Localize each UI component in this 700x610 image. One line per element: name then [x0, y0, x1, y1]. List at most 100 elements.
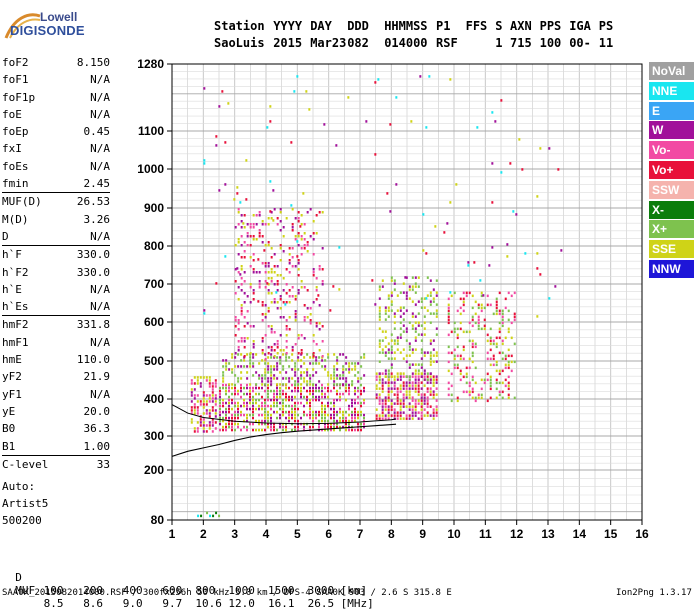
echo-point [330, 401, 332, 405]
param-row: foF1p N/A [2, 89, 110, 106]
echo-point [228, 422, 230, 426]
legend-vo: Vo+ [649, 160, 694, 179]
echo-point [423, 396, 426, 399]
echo-point [351, 428, 353, 432]
echo-point [193, 397, 196, 400]
echo-point [462, 390, 465, 394]
echo-point [294, 316, 297, 319]
x-tick-label: 13 [541, 527, 555, 541]
echo-point [205, 403, 208, 406]
echo-point [297, 217, 300, 220]
echo-point [414, 291, 417, 294]
echo-point [399, 411, 402, 414]
echo-point [273, 331, 276, 334]
echo-point [303, 238, 306, 241]
echo-point [498, 291, 501, 295]
echo-point [336, 356, 339, 359]
echo-point [321, 325, 324, 328]
echo-point [297, 262, 300, 265]
echo-point [354, 392, 356, 396]
plot-frame [171, 63, 643, 521]
echo-point [219, 401, 221, 405]
echo-point [234, 422, 236, 426]
echo-point [354, 416, 356, 420]
echo-point [390, 402, 393, 405]
echo-point [390, 399, 393, 402]
echo-point [426, 411, 429, 414]
echo-point [324, 413, 326, 417]
echo-point [483, 306, 486, 310]
echo-point [279, 298, 282, 301]
echo-point [208, 427, 211, 430]
echo-point [219, 422, 221, 426]
echo-point [249, 226, 252, 229]
echo-point [249, 389, 251, 393]
echo-point [291, 410, 293, 414]
echo-point [264, 422, 266, 426]
echo-point [276, 404, 278, 408]
echo-point [270, 346, 273, 349]
echo-point [417, 399, 420, 402]
echo-point [291, 368, 294, 371]
echo-point [327, 404, 329, 408]
echo-point [240, 289, 243, 292]
echo-point [498, 372, 501, 376]
echo-point [234, 428, 236, 432]
echo-point [297, 386, 299, 390]
echo-point [237, 422, 239, 426]
echo-point [234, 413, 236, 417]
echo-point [327, 401, 329, 405]
echo-point [269, 210, 272, 213]
echo-point [276, 368, 279, 371]
echo-point [252, 404, 254, 408]
echo-point [375, 393, 378, 396]
param-value: 0.45 [83, 125, 111, 139]
echo-point [387, 369, 390, 372]
echo-point [294, 371, 297, 374]
echo-point [411, 351, 414, 354]
echo-point [374, 153, 377, 156]
echo-point [342, 368, 345, 371]
echo-point [447, 369, 450, 373]
echo-point [309, 425, 311, 429]
echo-point [414, 402, 417, 405]
echo-point [306, 250, 309, 253]
muf_values-value: 16.1 [268, 597, 295, 610]
echo-point [489, 348, 492, 352]
echo-point [205, 379, 208, 382]
echo-point [474, 300, 477, 304]
echo-point [252, 271, 255, 274]
echo-point [211, 406, 214, 409]
echo-point [504, 357, 507, 361]
echo-point [420, 306, 423, 309]
echo-point [408, 297, 411, 300]
echo-point [333, 401, 335, 405]
echo-point [402, 405, 405, 408]
echo-point [237, 349, 240, 352]
echo-point [252, 413, 254, 417]
echo-point [345, 362, 348, 365]
echo-point [345, 380, 348, 383]
echo-point [422, 213, 425, 216]
echo-point [435, 375, 438, 378]
echo-point [548, 297, 551, 300]
echo-point [426, 414, 429, 417]
echo-point [480, 327, 483, 331]
echo-point [390, 276, 393, 279]
echo-point [267, 371, 270, 374]
echo-point [381, 384, 384, 387]
echo-point [279, 422, 281, 426]
d_values-value: 100 [43, 584, 64, 597]
echo-point [333, 374, 336, 377]
echo-point [393, 375, 396, 378]
echo-point [252, 365, 255, 368]
echo-point [246, 413, 248, 417]
echo-point [338, 246, 341, 249]
echo-point [390, 381, 393, 384]
echo-point [354, 419, 356, 423]
echo-point [414, 303, 417, 306]
echo-point [387, 396, 390, 399]
echo-point [318, 386, 320, 390]
echo-point [318, 410, 320, 414]
param-name: h`F [2, 248, 22, 262]
